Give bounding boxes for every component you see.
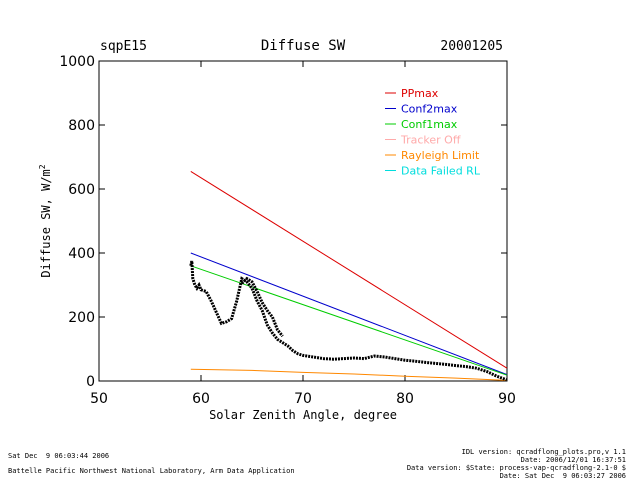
x-tick-label: 50 [90,391,108,407]
axis-ticks: 50 60 70 80 90 0 200 400 600 800 1000 [59,54,516,407]
y-tick-label: 600 [68,182,95,198]
footer-right-4: Date: Sat Dec 9 06:03:27 2006 [499,472,626,480]
series-ppmax [190,170,508,369]
x-tick-label: 90 [498,391,516,407]
footer-right-3: Data version: $State: process-vap-qcradf… [406,464,626,472]
y-axis-label: Diffuse SW, W/m2 [38,164,53,277]
y-tick-label: 1000 [59,54,95,70]
legend-label: Data Failed RL [401,165,481,178]
legend-label: Tracker Off [400,134,461,147]
x-tick-label: 60 [192,391,210,407]
footer-left-1: Sat Dec 9 06:03:44 2006 [8,452,110,460]
series-diffuse-sw [189,260,508,382]
y-axis-label-sup: 2 [38,164,47,169]
footer-right-2: Date: 2006/12/01 16:37:51 [520,456,626,464]
series-conf2max [190,252,508,376]
legend-label: Conf2max [401,103,458,116]
legend-label: Conf1max [401,118,458,131]
series-rayleigh-limit [190,368,508,381]
site-label: sqpE15 [100,39,147,54]
x-tick-label: 70 [294,391,312,407]
x-axis-label: Solar Zenith Angle, degree [209,408,397,422]
y-tick-label: 0 [86,374,95,390]
legend: PPmax Conf2max Conf1max Tracker Off Rayleigh… [385,87,481,178]
x-tick-label: 80 [396,391,414,407]
series-layer [189,170,508,382]
legend-label: PPmax [401,87,439,100]
legend-label: Rayleigh Limit [401,149,480,162]
footer-left-2: Battelle Pacific Northwest National Labo… [8,467,295,475]
series-diffuse-sw-upper [240,276,284,338]
date-label: 20001205 [440,39,503,54]
y-tick-label: 400 [68,246,95,262]
series-conf1max [190,265,508,376]
footer-right-1: IDL version: qcradflong_plots.pro,v 1.1 [461,448,626,456]
chart-title: Diffuse SW [261,38,346,54]
y-tick-label: 200 [68,310,95,326]
y-tick-label: 800 [68,118,95,134]
y-axis-label-text: Diffuse SW, W/m [39,169,53,277]
